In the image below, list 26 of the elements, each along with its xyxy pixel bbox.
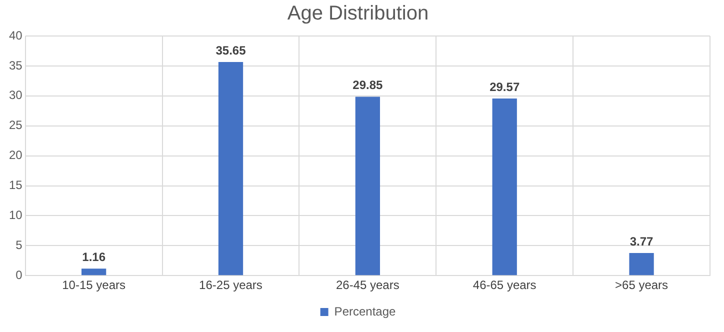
y-tick-label: 15: [8, 178, 23, 192]
y-tick-label: 40: [8, 28, 23, 42]
data-label: 1.16: [82, 250, 106, 264]
y-tick-label: 35: [8, 58, 23, 72]
data-label: 29.85: [352, 78, 384, 92]
x-tick-label: 26-45 years: [336, 278, 400, 292]
x-tick-label: 16-25 years: [199, 278, 262, 292]
x-tick-label: >65 years: [615, 278, 668, 292]
data-label: 3.77: [630, 234, 654, 248]
y-tick-label: 0: [16, 268, 23, 282]
x-tick-label: 46-65 years: [472, 278, 536, 292]
data-label: 35.65: [216, 43, 246, 58]
bar: [218, 62, 244, 276]
y-tick-label: 25: [8, 118, 23, 132]
y-tick-label: 10: [8, 208, 23, 222]
y-tick-label: 5: [16, 238, 23, 252]
bar: [492, 98, 517, 276]
chart-title: Age Distribution: [287, 2, 429, 25]
y-tick-label: 30: [8, 88, 23, 102]
x-tick-label: 10-15 years: [62, 278, 126, 292]
bar: [629, 253, 654, 276]
data-label: 29.57: [490, 80, 520, 94]
bar: [81, 268, 106, 276]
legend-label: Percentage: [334, 304, 396, 318]
y-tick-label: 20: [8, 148, 23, 162]
bar: [355, 96, 380, 276]
